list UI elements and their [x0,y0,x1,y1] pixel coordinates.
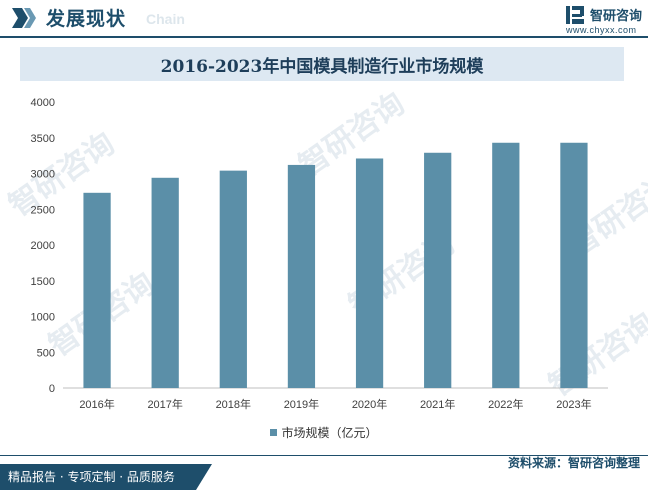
chart-title: 2016-2023年中国模具制造行业市场规模 [20,47,624,81]
brand-url: www.chyxx.com [566,25,637,35]
x-tick-label: 2020年 [352,397,387,411]
y-tick-label: 1500 [31,276,55,288]
brand-name: 智研咨询 [590,9,643,24]
y-tick-label: 2500 [31,204,55,216]
y-tick-label: 3000 [31,169,55,181]
x-tick-label: 2016年 [79,397,114,411]
x-tick-label: 2018年 [216,397,251,411]
data-source: 资料来源：智研咨询整理 [507,456,640,470]
bar [151,177,179,388]
y-tick-label: 2000 [31,240,55,252]
bar [355,158,384,388]
legend-swatch [270,429,278,436]
x-tick-label: 2021年 [420,397,455,411]
chart-legend: 市场规模（亿元） [0,424,648,441]
bar [424,152,452,388]
y-tick-label: 500 [37,347,55,359]
y-tick-label: 1000 [31,312,55,324]
y-tick-label: 0 [49,383,55,395]
bar [219,170,247,388]
header-divider [0,36,648,38]
section-mark-icon [12,8,36,28]
section-title: 发展现状 [46,8,127,30]
legend-label: 市场规模（亿元） [281,426,378,440]
brand-logo-icon [566,6,584,24]
bar [560,142,588,388]
y-tick-label: 4000 [31,97,55,109]
bar [287,164,316,388]
bar [83,192,111,388]
footer-tagline: 精品报告 · 专项定制 · 品质服务 [0,464,196,490]
x-tick-label: 2023年 [556,397,591,411]
section-subtitle: Chain [146,11,185,27]
y-tick-label: 3500 [31,133,55,145]
x-tick-label: 2022年 [488,397,523,411]
x-tick-label: 2019年 [284,397,319,411]
x-tick-label: 2017年 [147,397,182,411]
footer-divider [0,455,648,456]
footer-tagline-tail [196,464,212,490]
bar [492,142,520,388]
